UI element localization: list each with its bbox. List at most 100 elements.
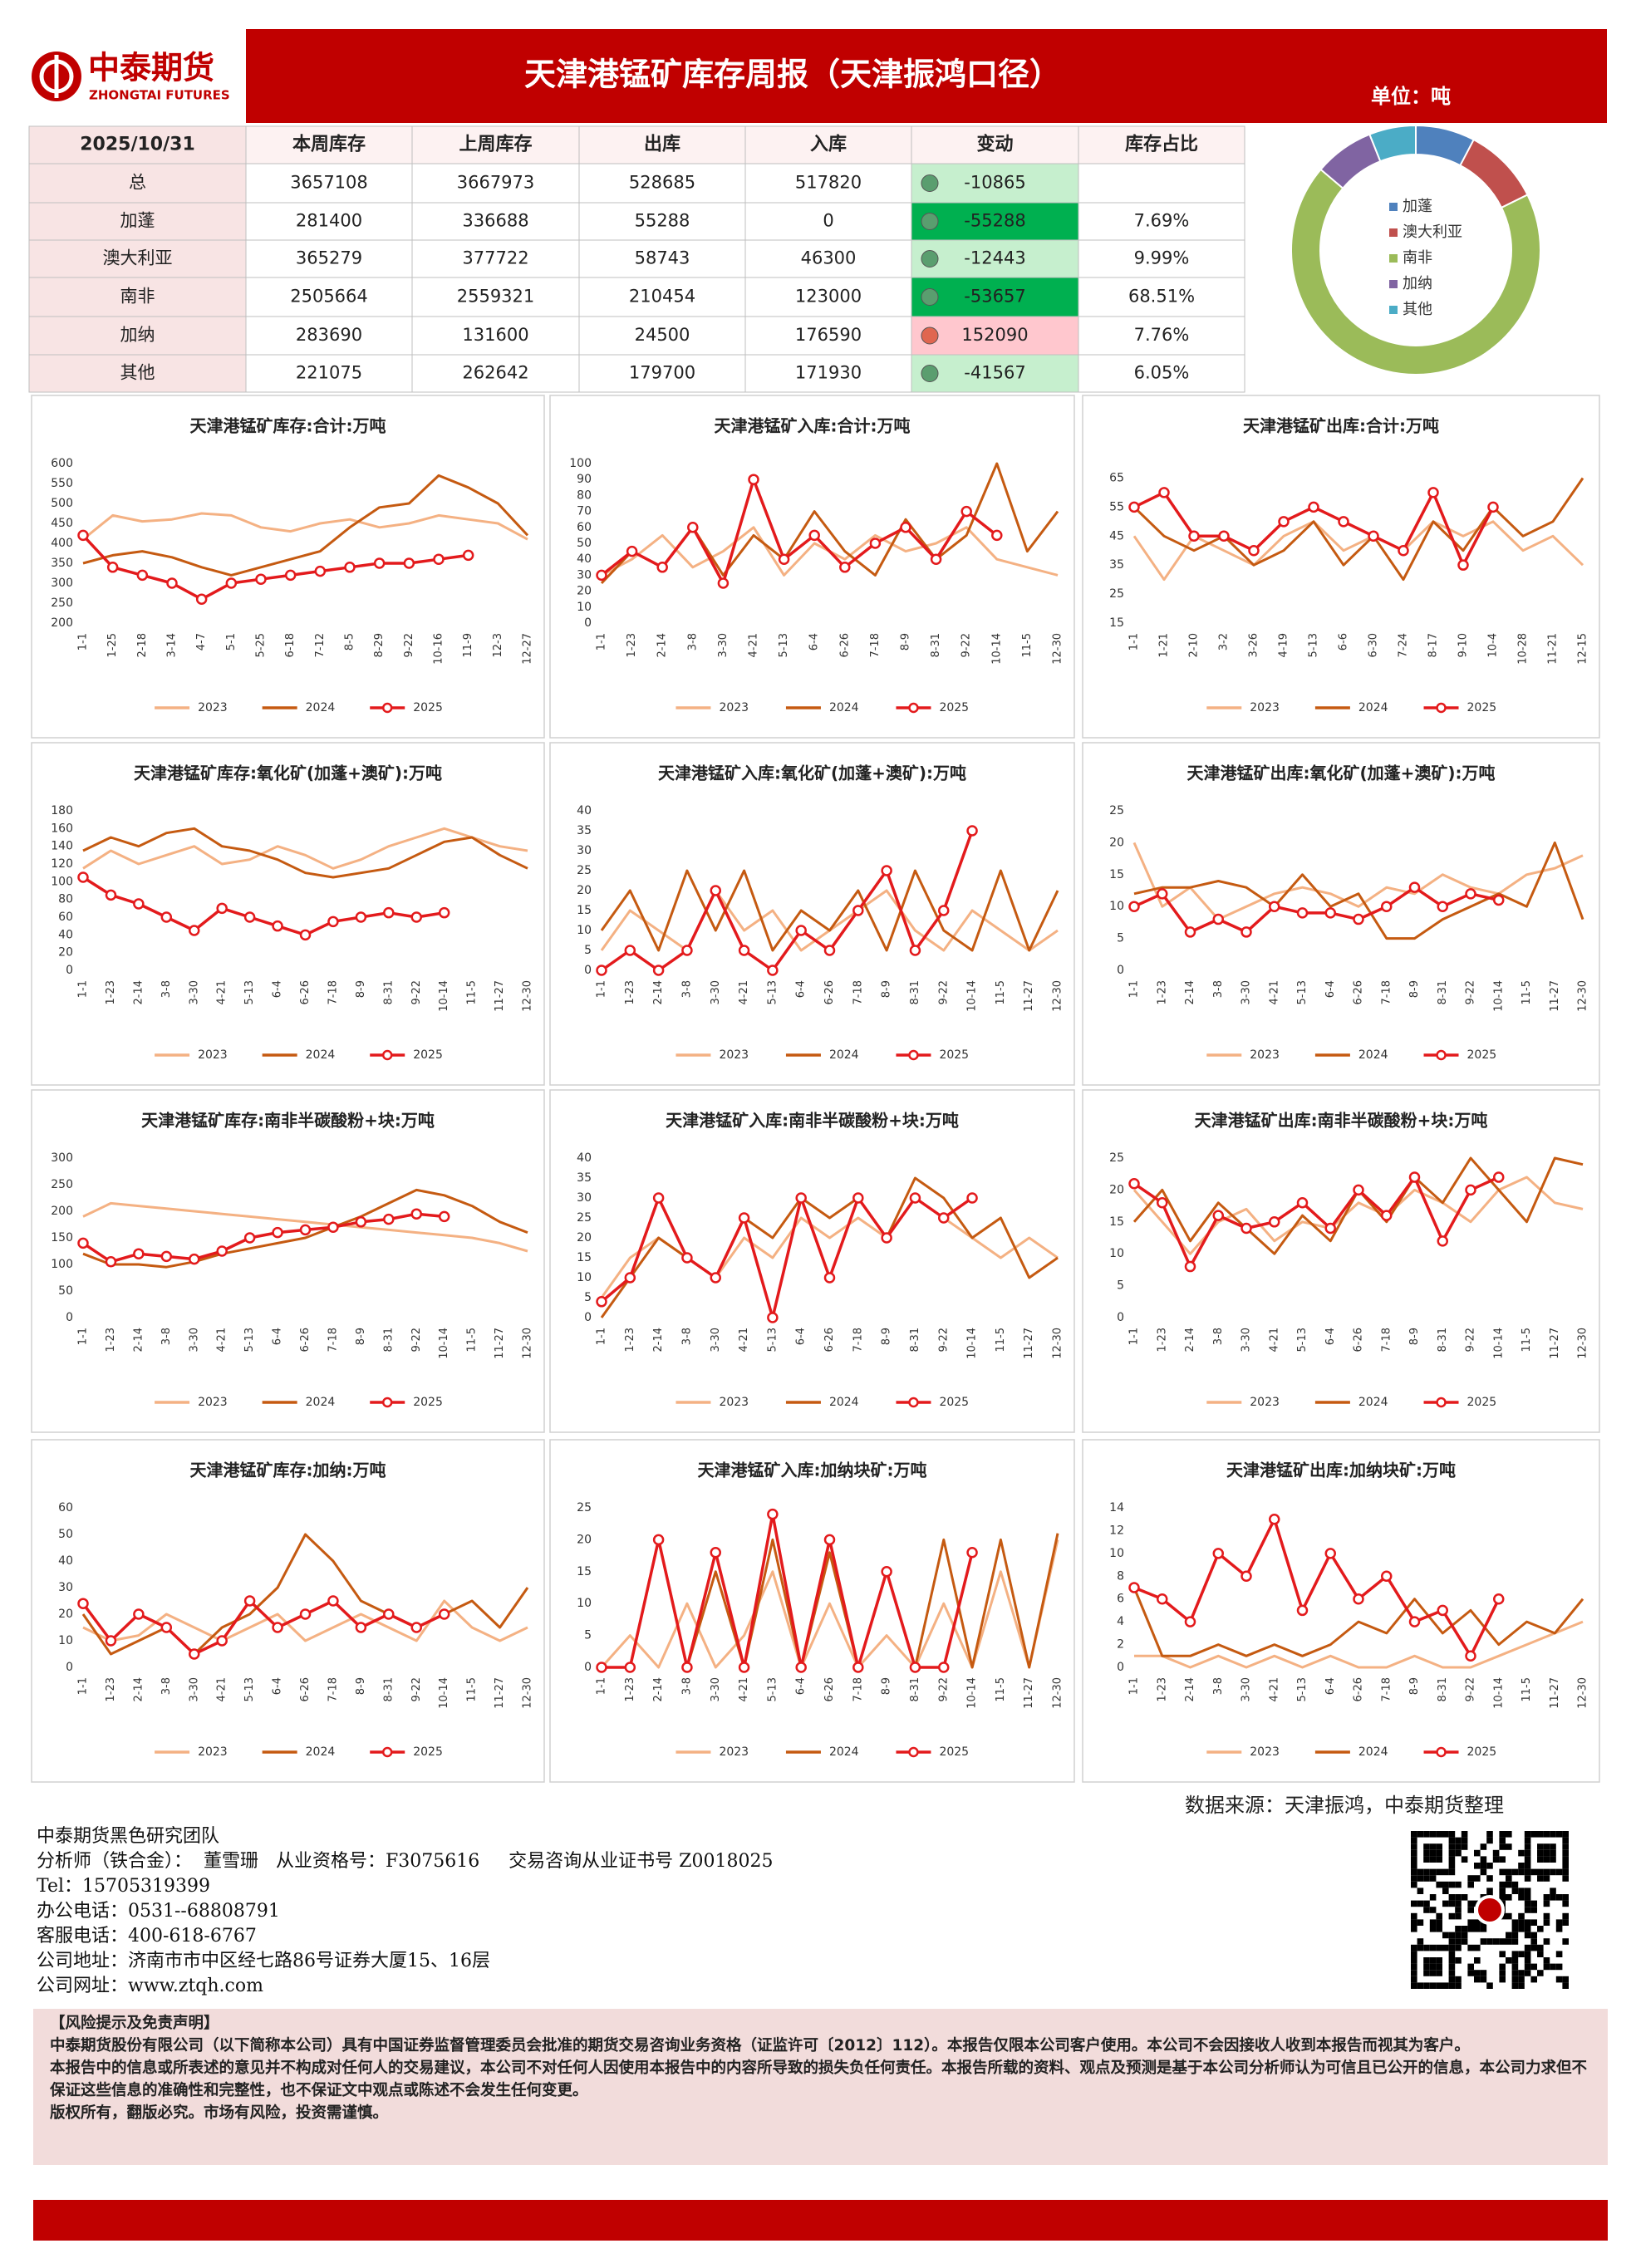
qr-cell — [1524, 1907, 1531, 1913]
y-tick-label: 35 — [577, 1171, 592, 1185]
qr-cell — [1480, 1843, 1487, 1850]
table-cell — [28, 239, 247, 278]
qr-cell — [1506, 1831, 1512, 1838]
legend-label: 2023 — [719, 1745, 749, 1759]
series-marker — [410, 1208, 422, 1220]
y-tick-label: 5 — [584, 944, 592, 957]
qr-cell — [1524, 1894, 1531, 1901]
qr-cell — [1524, 1856, 1531, 1863]
y-tick-label: 0 — [584, 964, 592, 977]
x-tick-label: 6-26 — [823, 1677, 836, 1702]
y-tick-label: 30 — [577, 1191, 592, 1205]
donut-segment — [1459, 138, 1529, 209]
legend-swatch — [1389, 306, 1398, 314]
series-marker — [255, 573, 267, 585]
x-tick-label: 11-5 — [1021, 633, 1034, 658]
table-cell — [911, 277, 1079, 317]
qr-cell — [1423, 1843, 1430, 1850]
table-cell-text: 152090 — [961, 325, 1028, 345]
table-cell-text: 0 — [823, 211, 833, 231]
series-marker — [938, 905, 950, 916]
x-tick-label: 11-5 — [466, 1677, 479, 1702]
series-marker — [656, 562, 668, 573]
legend-label: 2023 — [1250, 701, 1280, 714]
logo-text-en: ZHONGTAI FUTURES — [89, 88, 230, 103]
x-tick-label: 9-22 — [1465, 980, 1477, 1005]
qr-cell — [1429, 1856, 1437, 1863]
x-tick-label: 8-31 — [909, 1677, 921, 1702]
x-tick-label: 9-22 — [410, 980, 423, 1005]
series-marker — [808, 529, 820, 542]
chart-panel — [549, 1439, 1075, 1783]
qr-cell — [1423, 1982, 1430, 1989]
series-marker — [136, 569, 149, 582]
x-tick-label: 2-14 — [1184, 980, 1196, 1005]
qr-cell — [1543, 1875, 1550, 1882]
x-tick-label: 2-14 — [652, 980, 665, 1005]
qr-cell — [1411, 1982, 1417, 1989]
x-tick-label: 3-30 — [188, 1328, 200, 1352]
x-tick-label: 7-18 — [852, 1677, 864, 1702]
x-tick-label: 5-13 — [243, 980, 256, 1005]
x-tick-label: 4-21 — [1268, 1677, 1280, 1702]
x-tick-label: 6-26 — [299, 980, 312, 1005]
table-cell — [28, 354, 247, 393]
series-line — [82, 512, 528, 541]
table-cell-text: -12443 — [964, 248, 1025, 268]
series-marker — [1158, 487, 1170, 498]
qr-cell — [1537, 1926, 1544, 1932]
series-marker — [681, 945, 693, 956]
qr-cell — [1562, 1843, 1569, 1850]
series-marker — [1184, 1616, 1196, 1627]
series-marker — [383, 1608, 395, 1620]
qr-cell — [1436, 1970, 1442, 1976]
x-tick-label: 8-9 — [355, 1328, 367, 1345]
qr-cell — [1562, 1837, 1569, 1844]
qr-cell — [1411, 1912, 1417, 1920]
x-tick-label: 5-13 — [766, 1677, 779, 1702]
x-tick-label: 6-4 — [1324, 1677, 1337, 1695]
qr-cell — [1411, 1868, 1417, 1876]
table-cell — [1078, 354, 1245, 393]
qr-cell — [1562, 1982, 1569, 1989]
series-marker — [881, 865, 892, 876]
qr-cell — [1506, 1894, 1512, 1901]
qr-cell — [1448, 1831, 1456, 1838]
y-tick-label: 20 — [1109, 836, 1124, 849]
x-tick-label: 12-30 — [1577, 980, 1589, 1012]
y-tick-label: 15 — [1109, 616, 1124, 630]
series-marker — [1381, 1210, 1393, 1221]
y-tick-label: 300 — [51, 1151, 73, 1165]
x-tick-label: 12-30 — [522, 1677, 534, 1709]
x-tick-label: 1-23 — [105, 1677, 117, 1702]
series-marker — [624, 1272, 636, 1284]
table-cell — [411, 239, 580, 278]
table-cell-text: 517820 — [795, 173, 862, 193]
y-tick-label: 100 — [51, 1258, 73, 1271]
series-line — [1132, 1587, 1584, 1657]
table-header-text: 库存占比 — [1125, 134, 1198, 155]
x-tick-label: 1-23 — [1156, 1677, 1168, 1702]
series-line — [82, 1201, 528, 1253]
qr-cell — [1518, 1982, 1525, 1989]
series-marker — [1493, 1171, 1505, 1183]
table-cell-text: 其他 — [120, 363, 155, 383]
series-marker — [938, 1212, 950, 1224]
table-cell-text: 123000 — [795, 287, 862, 307]
qr-cell — [1474, 1976, 1481, 1983]
table-cell — [28, 316, 247, 356]
x-tick-label: 9-22 — [960, 633, 973, 658]
bottom-band — [33, 2200, 1608, 2241]
series-marker — [1212, 913, 1224, 925]
qr-cell — [1530, 1907, 1537, 1913]
series-marker — [77, 871, 89, 883]
y-tick-label: 60 — [58, 911, 73, 924]
x-tick-label: 8-9 — [1408, 1677, 1421, 1695]
qr-cell — [1499, 1938, 1506, 1945]
series-marker — [1408, 1171, 1421, 1183]
change-icon — [921, 174, 939, 192]
series-marker — [1269, 1513, 1280, 1525]
legend-label: 2025 — [939, 1048, 969, 1062]
qr-cell — [1511, 1938, 1519, 1945]
qr-cell — [1448, 1868, 1456, 1876]
